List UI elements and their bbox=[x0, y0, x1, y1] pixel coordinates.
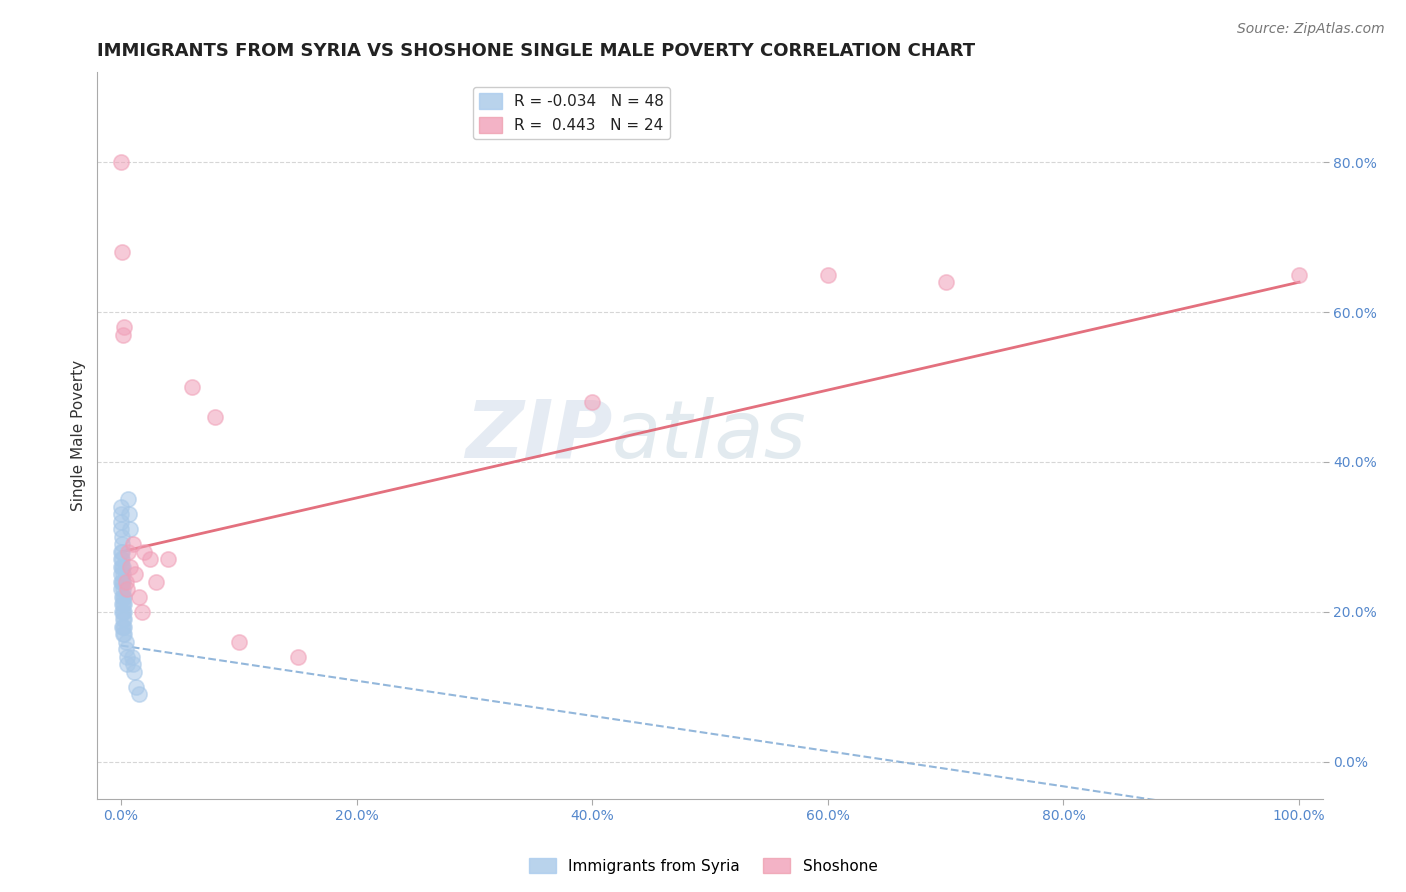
Point bbox=[112, 327, 135, 342]
Point bbox=[112, 605, 135, 619]
Point bbox=[287, 649, 309, 664]
Point bbox=[117, 492, 139, 507]
Point bbox=[114, 605, 136, 619]
Point bbox=[110, 574, 132, 589]
Point bbox=[112, 620, 135, 634]
Point bbox=[114, 627, 136, 641]
Point bbox=[110, 515, 132, 529]
Point bbox=[115, 657, 138, 672]
Point bbox=[115, 649, 138, 664]
Point bbox=[112, 627, 135, 641]
Point bbox=[110, 508, 132, 522]
Point bbox=[228, 634, 250, 648]
Point bbox=[145, 574, 167, 589]
Point bbox=[112, 559, 135, 574]
Point bbox=[120, 522, 142, 536]
Point bbox=[112, 612, 135, 626]
Point bbox=[817, 268, 839, 282]
Point bbox=[121, 657, 143, 672]
Point bbox=[114, 620, 136, 634]
Point bbox=[111, 574, 134, 589]
Point bbox=[110, 559, 132, 574]
Point bbox=[114, 642, 136, 657]
Point bbox=[122, 665, 145, 679]
Point bbox=[111, 545, 134, 559]
Point bbox=[112, 567, 135, 582]
Point bbox=[157, 552, 180, 566]
Point bbox=[180, 380, 202, 394]
Point bbox=[121, 537, 143, 551]
Text: Source: ZipAtlas.com: Source: ZipAtlas.com bbox=[1237, 22, 1385, 37]
Point bbox=[110, 545, 132, 559]
Point bbox=[114, 634, 136, 648]
Point bbox=[1288, 268, 1310, 282]
Point bbox=[120, 559, 142, 574]
Point bbox=[125, 680, 148, 694]
Point bbox=[114, 597, 136, 611]
Point bbox=[128, 687, 150, 701]
Point bbox=[110, 567, 132, 582]
Point bbox=[110, 155, 132, 169]
Point bbox=[114, 590, 136, 604]
Point bbox=[115, 582, 138, 597]
Legend: R = -0.034   N = 48, R =  0.443   N = 24: R = -0.034 N = 48, R = 0.443 N = 24 bbox=[472, 87, 669, 139]
Point bbox=[112, 582, 135, 597]
Point bbox=[111, 605, 134, 619]
Text: IMMIGRANTS FROM SYRIA VS SHOSHONE SINGLE MALE POVERTY CORRELATION CHART: IMMIGRANTS FROM SYRIA VS SHOSHONE SINGLE… bbox=[97, 42, 976, 60]
Point bbox=[121, 649, 143, 664]
Point bbox=[128, 590, 150, 604]
Point bbox=[110, 522, 132, 536]
Point bbox=[117, 545, 139, 559]
Y-axis label: Single Male Poverty: Single Male Poverty bbox=[72, 360, 86, 511]
Legend: Immigrants from Syria, Shoshone: Immigrants from Syria, Shoshone bbox=[523, 852, 883, 880]
Point bbox=[111, 245, 134, 260]
Point bbox=[111, 530, 134, 544]
Point bbox=[124, 567, 146, 582]
Point bbox=[111, 597, 134, 611]
Point bbox=[112, 590, 135, 604]
Point bbox=[204, 410, 226, 425]
Point bbox=[134, 545, 156, 559]
Point bbox=[110, 552, 132, 566]
Point bbox=[935, 275, 957, 289]
Point bbox=[111, 552, 134, 566]
Point bbox=[131, 605, 153, 619]
Point bbox=[114, 574, 136, 589]
Point bbox=[139, 552, 162, 566]
Point bbox=[110, 582, 132, 597]
Point bbox=[112, 597, 135, 611]
Point bbox=[111, 620, 134, 634]
Point bbox=[118, 508, 141, 522]
Text: ZIP: ZIP bbox=[464, 397, 612, 475]
Point bbox=[111, 537, 134, 551]
Text: atlas: atlas bbox=[612, 397, 807, 475]
Point bbox=[581, 395, 603, 409]
Point bbox=[114, 320, 136, 334]
Point bbox=[111, 559, 134, 574]
Point bbox=[114, 612, 136, 626]
Point bbox=[110, 500, 132, 514]
Point bbox=[112, 574, 135, 589]
Point bbox=[111, 590, 134, 604]
